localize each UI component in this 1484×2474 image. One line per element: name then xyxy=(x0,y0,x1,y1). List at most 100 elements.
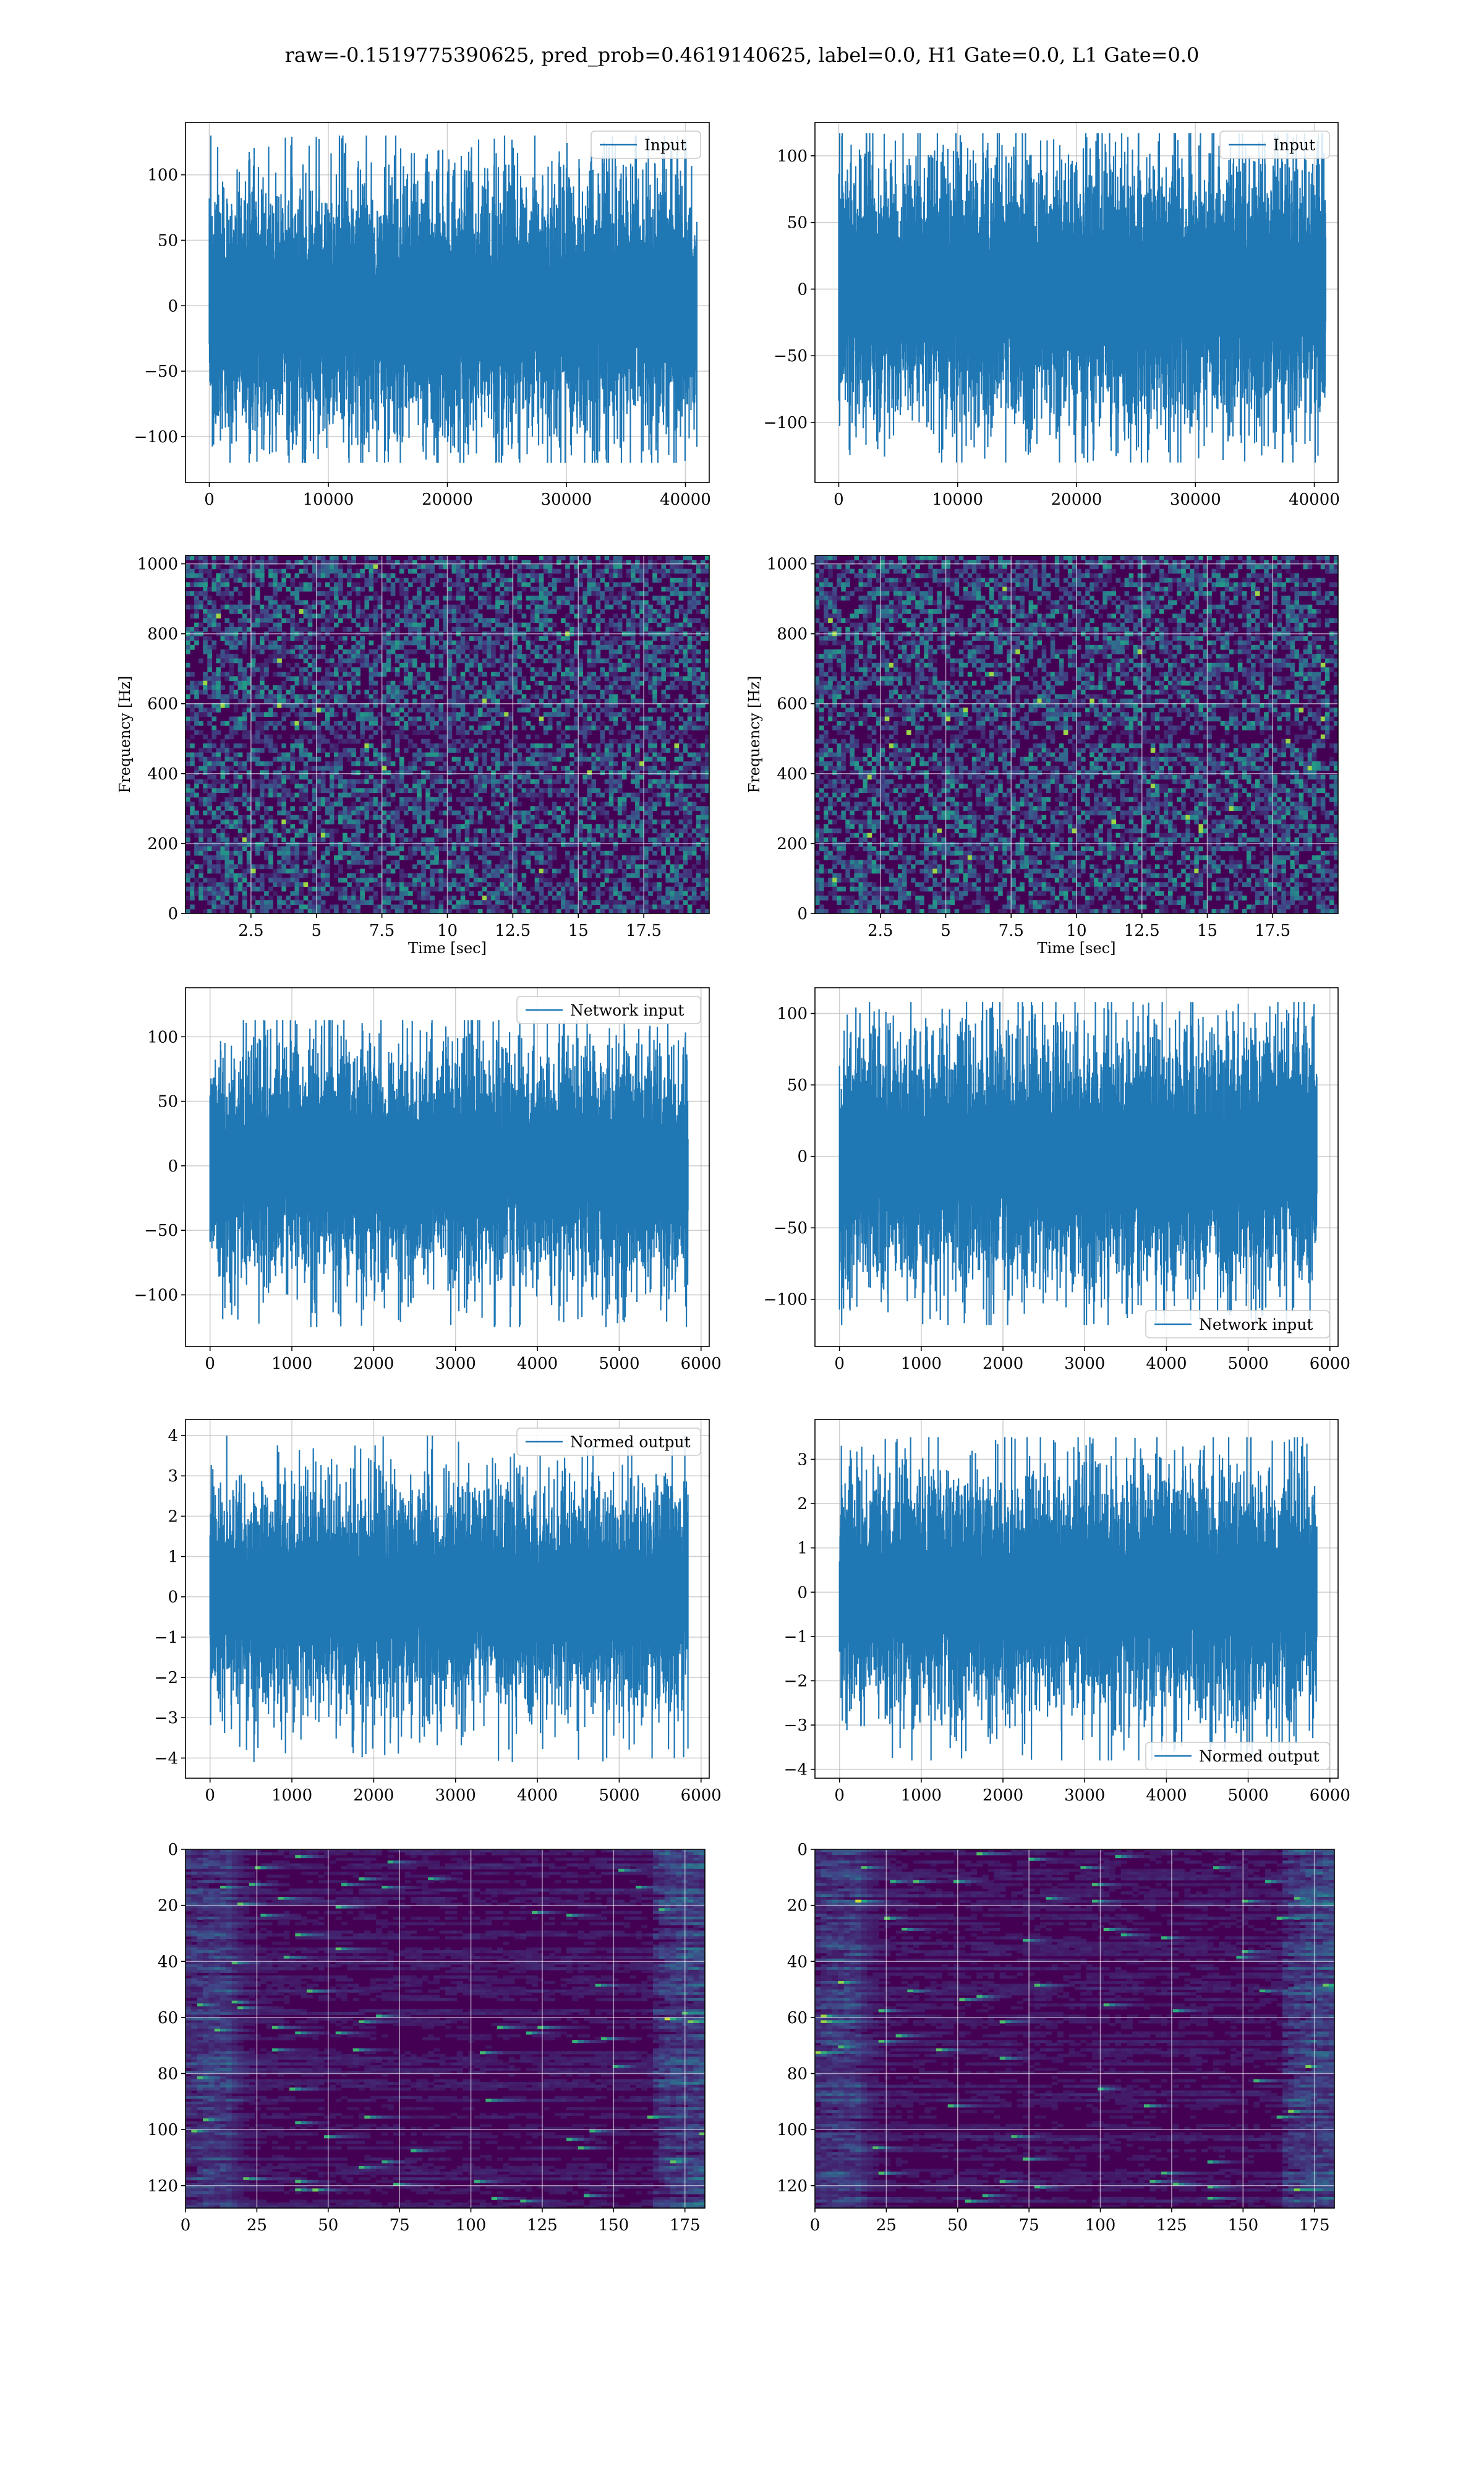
legend-label: Normed output xyxy=(570,1433,691,1451)
y-tick-label: 0 xyxy=(168,1157,178,1176)
y-tick-label: 0 xyxy=(797,1841,808,1859)
x-axis-label: Time [sec] xyxy=(408,940,487,957)
y-tick-label: 0 xyxy=(168,1588,178,1607)
x-tick-label: 2.5 xyxy=(868,922,893,940)
x-tick-label: 125 xyxy=(1156,2216,1187,2235)
x-tick-label: 50 xyxy=(947,2216,968,2235)
y-tick-label: −4 xyxy=(155,1749,178,1768)
y-tick-label: 120 xyxy=(777,2177,808,2196)
subplot-r3c1: 0 1000 2000 3000 4000 5000 6000 −100 −50 0 50 100 Ne… xyxy=(134,987,722,1373)
y-tick-label: 1000 xyxy=(137,555,178,574)
x-tick-label: 17.5 xyxy=(1255,922,1290,940)
subplot-r5c2: 0 25 50 75 100 125 150 175 0 20 40 60 80 100 120 xyxy=(777,1841,1335,2235)
x-tick-label: 0 xyxy=(834,1786,845,1805)
x-tick-label: 75 xyxy=(390,2216,410,2235)
y-tick-label: 40 xyxy=(787,1953,808,1971)
x-tick-label: 6000 xyxy=(1310,1786,1350,1805)
x-tick-label: 3000 xyxy=(435,1355,476,1373)
x-tick-label: 5 xyxy=(940,922,951,940)
subplot-r1c2: 0 10000 20000 30000 40000 −100 −50 0 50 100 Input xyxy=(764,122,1340,509)
x-tick-label: 150 xyxy=(1227,2216,1258,2235)
y-tick-label: −1 xyxy=(784,1628,808,1646)
y-tick-label: −3 xyxy=(155,1709,178,1727)
x-tick-label: 4000 xyxy=(517,1786,558,1805)
y-tick-label: 1 xyxy=(168,1548,178,1567)
legend-label: Input xyxy=(1273,136,1315,154)
x-tick-label: 100 xyxy=(1085,2216,1116,2235)
y-tick-label: 3 xyxy=(168,1467,178,1486)
legend: Input xyxy=(1219,131,1330,159)
x-tick-label: 1000 xyxy=(271,1786,312,1805)
series-line xyxy=(208,135,698,463)
x-tick-label: 175 xyxy=(1299,2216,1330,2235)
x-tick-label: 1000 xyxy=(901,1786,942,1805)
y-tick-label: 80 xyxy=(787,2065,808,2084)
axes-frame xyxy=(185,1849,706,2209)
y-tick-label: −100 xyxy=(764,414,808,432)
y-tick-label: 100 xyxy=(777,2121,808,2139)
grid-lines xyxy=(185,1849,705,2208)
y-tick-label: 50 xyxy=(787,214,808,233)
series-line xyxy=(209,1436,689,1762)
heatmap-image xyxy=(815,1849,1334,2208)
x-tick-label: 7.5 xyxy=(999,922,1024,940)
x-tick-label: 0 xyxy=(810,2216,821,2235)
x-tick-label: 30000 xyxy=(541,490,592,509)
x-tick-label: 5000 xyxy=(1228,1355,1269,1373)
x-tick-label: 17.5 xyxy=(626,922,662,940)
y-tick-label: 100 xyxy=(147,2121,178,2139)
x-tick-label: 2000 xyxy=(353,1786,394,1805)
y-tick-label: −2 xyxy=(784,1672,808,1690)
legend: Normed output xyxy=(516,1427,701,1456)
y-axis-label: Frequency [Hz] xyxy=(116,676,134,794)
y-tick-label: 100 xyxy=(777,1005,808,1024)
y-tick-label: 0 xyxy=(168,297,178,315)
y-tick-label: 0 xyxy=(797,1148,808,1166)
legend: Network input xyxy=(516,996,701,1024)
x-tick-label: 4000 xyxy=(1146,1355,1187,1373)
x-tick-label: 0 xyxy=(834,490,844,509)
x-tick-label: 5000 xyxy=(599,1786,639,1805)
subplot-r1c1: 0 10000 20000 30000 40000 −100 −50 0 50 100 Input xyxy=(134,122,711,509)
x-tick-label: 100 xyxy=(456,2216,487,2235)
y-tick-label: 200 xyxy=(147,835,178,854)
y-tick-label: 20 xyxy=(787,1897,808,1915)
x-tick-label: 10000 xyxy=(932,490,983,509)
x-tick-label: 25 xyxy=(247,2216,267,2235)
x-tick-label: 5 xyxy=(311,922,322,940)
legend-label: Input xyxy=(644,136,686,154)
y-tick-label: 0 xyxy=(168,905,178,923)
figure-title: raw=-0.1519775390625, pred_prob=0.461914… xyxy=(285,43,1200,67)
x-tick-label: 175 xyxy=(670,2216,701,2235)
x-tick-label: 12.5 xyxy=(1124,922,1160,940)
y-tick-label: 200 xyxy=(777,835,808,854)
x-tick-label: 40000 xyxy=(1289,490,1340,509)
x-tick-label: 3000 xyxy=(435,1786,476,1805)
x-tick-label: 2000 xyxy=(353,1355,394,1373)
x-tick-label: 10 xyxy=(437,922,458,940)
y-tick-label: −100 xyxy=(134,1286,178,1305)
x-tick-label: 2.5 xyxy=(238,922,263,940)
x-tick-label: 7.5 xyxy=(369,922,394,940)
x-tick-label: 0 xyxy=(205,1355,215,1373)
heatmap-image xyxy=(186,1849,705,2208)
x-tick-label: 20000 xyxy=(422,490,473,509)
subplot-r2c2: 2.5 5 7.5 10 12.5 15 17.5 0 200 400 600 800 1000 Time… xyxy=(746,555,1339,957)
x-tick-label: 1000 xyxy=(901,1355,942,1373)
x-tick-label: 0 xyxy=(181,2216,191,2235)
x-tick-label: 4000 xyxy=(1146,1786,1187,1805)
y-tick-label: −50 xyxy=(774,1219,808,1238)
y-tick-label: 1 xyxy=(797,1539,808,1558)
series-line xyxy=(838,1002,1318,1325)
axes-frame xyxy=(814,1849,1335,2209)
y-tick-label: −2 xyxy=(155,1669,178,1687)
y-tick-label: 50 xyxy=(158,231,178,250)
x-tick-label: 12.5 xyxy=(495,922,531,940)
x-tick-label: 3000 xyxy=(1064,1786,1105,1805)
y-tick-label: 60 xyxy=(787,2009,808,2027)
x-tick-label: 3000 xyxy=(1064,1355,1105,1373)
y-tick-label: 800 xyxy=(777,625,808,644)
x-axis-label: Time [sec] xyxy=(1038,940,1116,957)
x-tick-label: 150 xyxy=(598,2216,629,2235)
